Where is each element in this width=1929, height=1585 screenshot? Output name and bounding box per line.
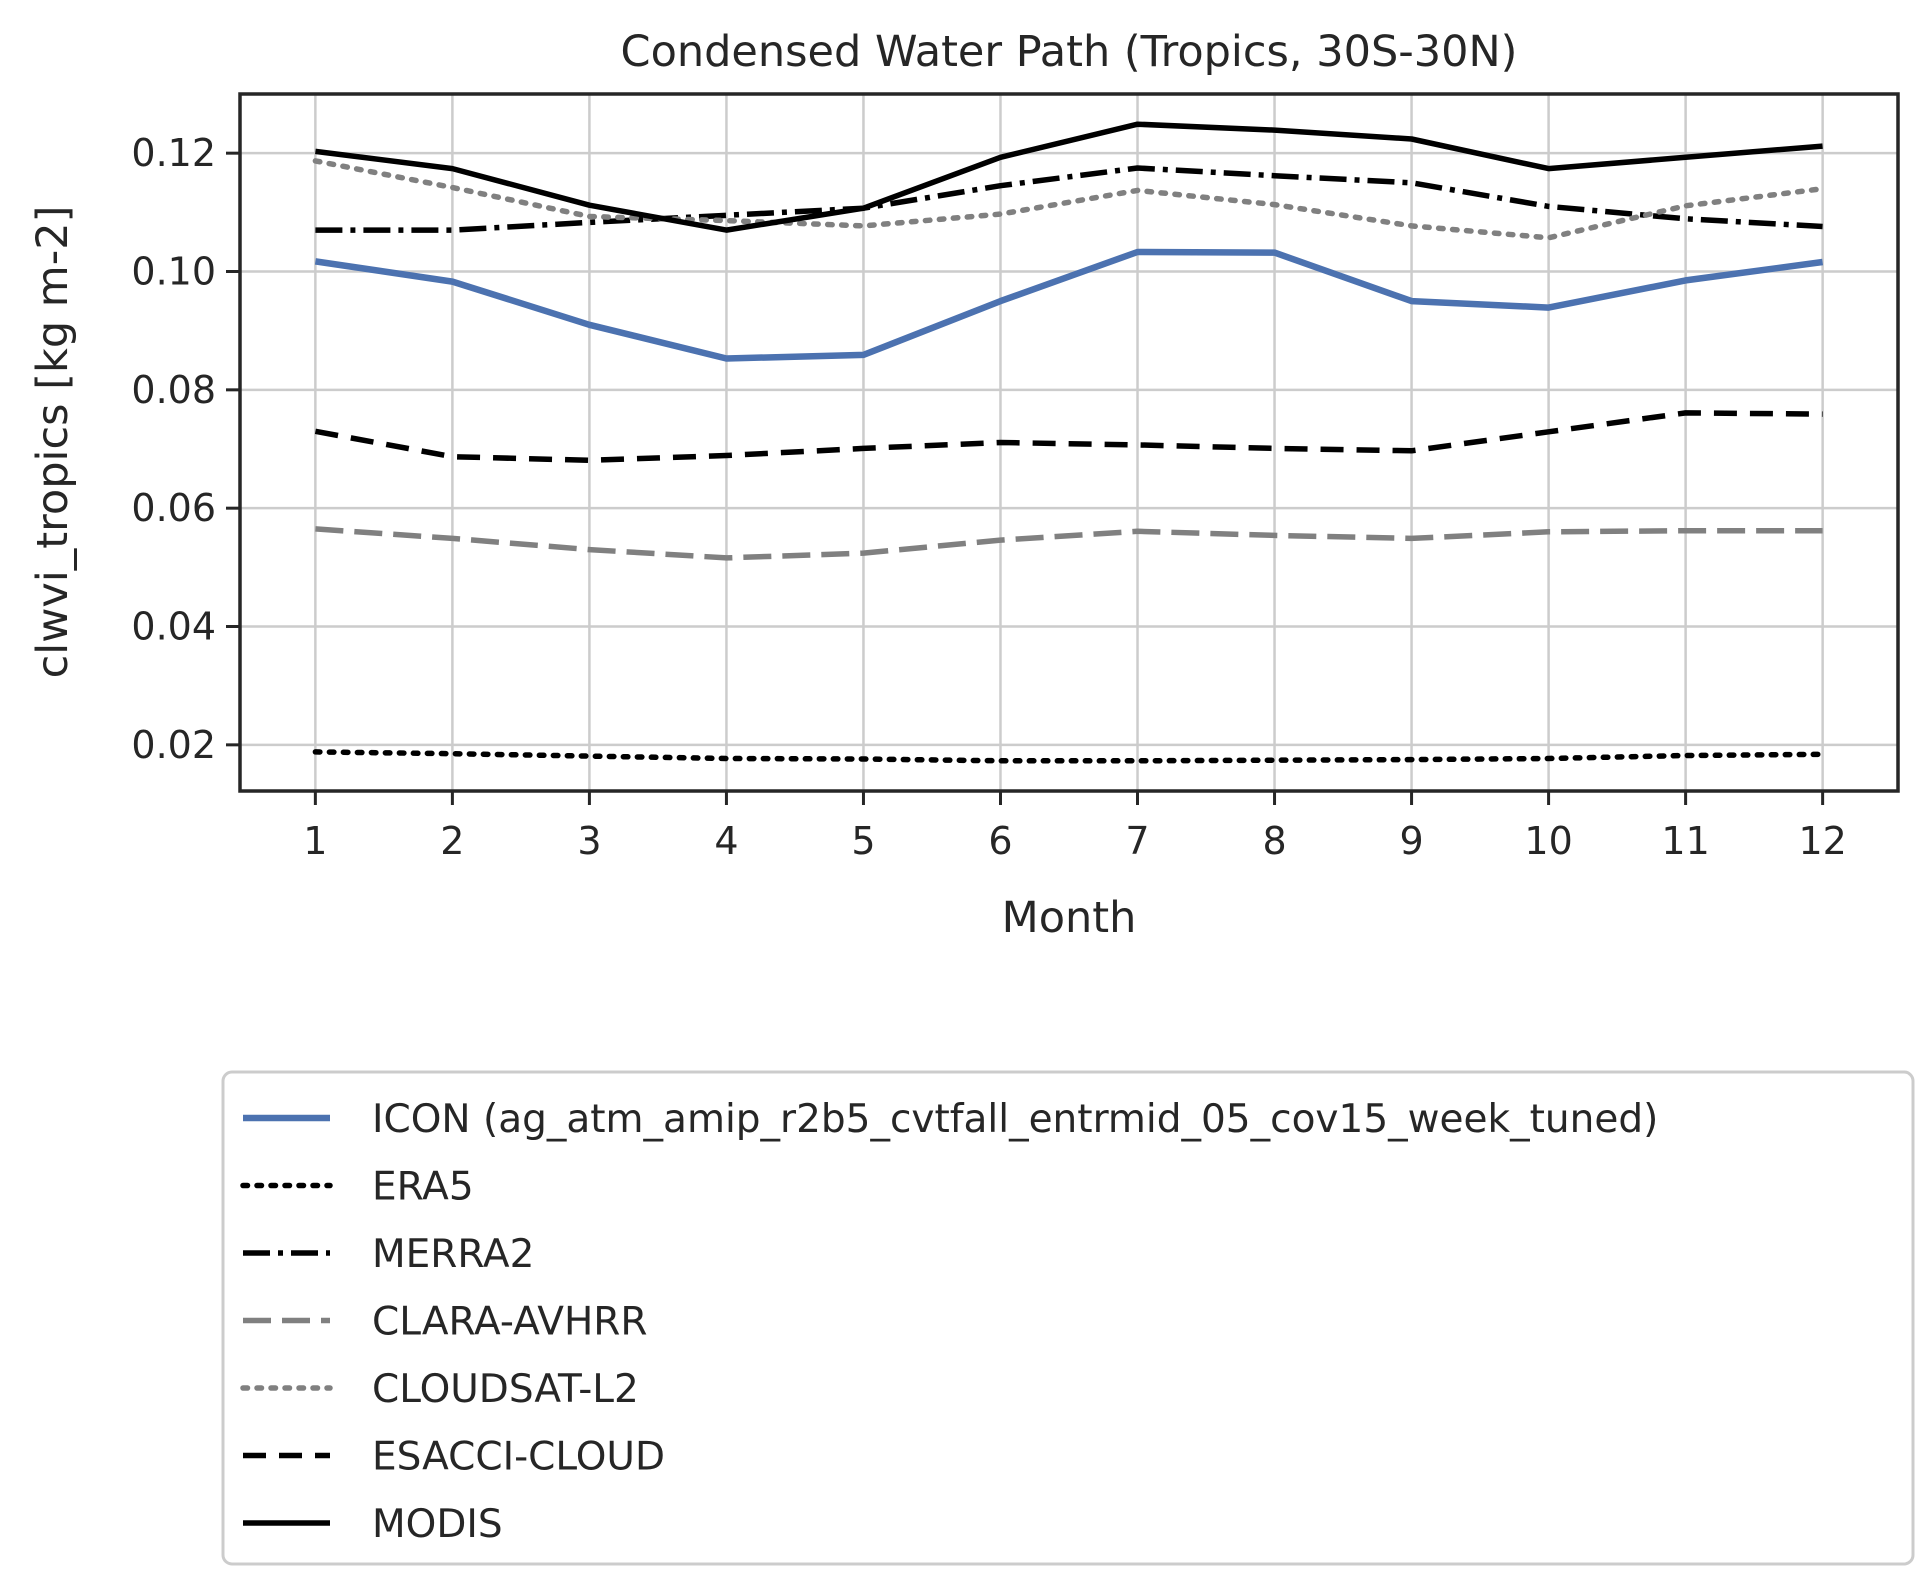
legend-label: ESACCI-CLOUD <box>372 1435 665 1480</box>
series-line-2 <box>315 165 1823 233</box>
x-tick-label: 5 <box>851 819 875 863</box>
plot-frame <box>238 92 1900 793</box>
y-tick-label: 0.10 <box>131 250 216 294</box>
x-tick-label: 12 <box>1798 819 1846 863</box>
legend-label: CLOUDSAT-L2 <box>372 1367 639 1412</box>
x-axis-label: Month <box>1002 893 1137 943</box>
series-line-4 <box>312 158 1826 241</box>
legend-label: CLARA-AVHRR <box>372 1300 647 1345</box>
y-tick-label: 0.12 <box>131 131 216 175</box>
grid-lines <box>240 94 1898 791</box>
x-tick-label: 4 <box>714 819 738 863</box>
y-tick-label: 0.04 <box>131 605 216 649</box>
x-tick-label: 2 <box>440 819 464 863</box>
y-axis-ticks: 0.02 0.04 0.06 0.08 0.10 0.12 <box>131 131 240 767</box>
legend-box <box>221 1070 1915 1566</box>
x-tick-label: 3 <box>577 819 601 863</box>
legend-label: ERA5 <box>372 1165 474 1210</box>
x-tick-label: 11 <box>1661 819 1709 863</box>
legend-label: ICON (ag_atm_amip_r2b5_cvtfall_entrmid_0… <box>372 1097 1658 1142</box>
series-line-6 <box>315 121 1823 233</box>
y-tick-label: 0.08 <box>131 368 216 412</box>
legend-label: MODIS <box>372 1502 503 1547</box>
chart-title: Condensed Water Path (Tropics, 30S-30N) <box>621 27 1518 77</box>
x-tick-label: 6 <box>988 819 1012 863</box>
legend: ICON (ag_atm_amip_r2b5_cvtfall_entrmid_0… <box>221 1070 1915 1566</box>
series-line-5 <box>314 410 1823 464</box>
x-tick-label: 7 <box>1125 819 1149 863</box>
legend-label: MERRA2 <box>372 1232 534 1277</box>
x-tick-label: 9 <box>1399 819 1423 863</box>
series-line-0 <box>314 248 1824 362</box>
x-axis-ticks: 1 2 3 4 5 6 7 8 9 10 11 12 <box>303 791 1847 863</box>
x-tick-label: 8 <box>1262 819 1286 863</box>
series-line-3 <box>315 526 1823 561</box>
y-axis-label: clwvi_tropics [kg m-2] <box>28 206 78 679</box>
x-tick-label: 10 <box>1524 819 1572 863</box>
y-tick-label: 0.06 <box>131 486 216 530</box>
plot-series <box>312 121 1826 764</box>
legend-items: ICON (ag_atm_amip_r2b5_cvtfall_entrmid_0… <box>240 1097 1658 1547</box>
series-line-1 <box>312 749 1826 764</box>
x-tick-label: 1 <box>303 819 327 863</box>
y-tick-label: 0.02 <box>131 723 216 767</box>
